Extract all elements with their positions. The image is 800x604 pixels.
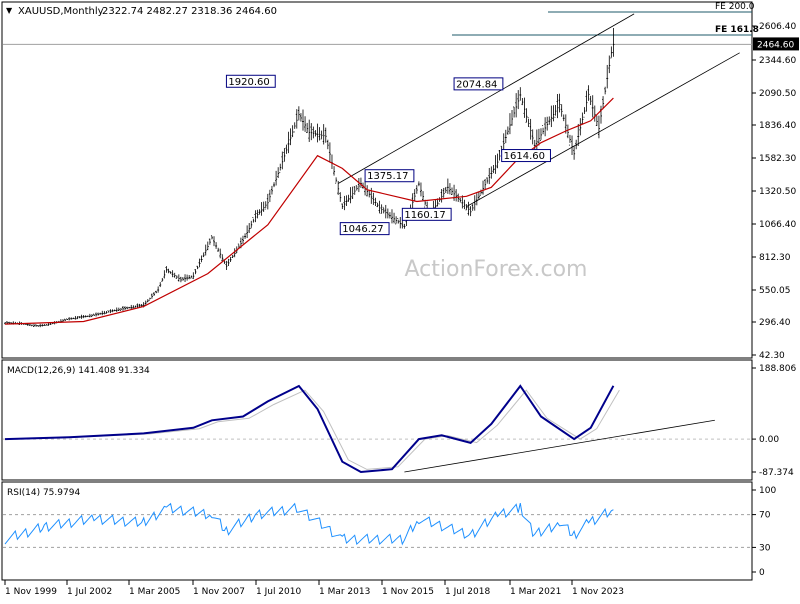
- rsi-y-tick-label: 0: [759, 568, 765, 578]
- macd-trendline: [404, 419, 715, 473]
- main-panel-frame: [1, 1, 753, 359]
- annotation-box: [225, 74, 276, 88]
- y-tick-label: 2090.50: [759, 89, 796, 99]
- x-tick-label: 1 Nov 2007: [193, 587, 245, 597]
- annotation-label: 1046.27: [342, 224, 383, 235]
- y-tick-label: 550.05: [759, 286, 791, 296]
- macd-y-tick-label: 0.00: [759, 435, 779, 445]
- annotation-label: 2074.84: [456, 79, 497, 90]
- y-tick-label: 812.30: [759, 253, 791, 263]
- rsi-y-tick-label: 70: [759, 511, 771, 521]
- x-tick-label: 1 Jul 2010: [256, 587, 301, 597]
- rsi-label: RSI(14) 75.9794: [7, 488, 80, 498]
- x-tick-label: 1 Nov 1999: [5, 587, 57, 597]
- level-lines: [3, 11, 752, 45]
- y-tick-label: 1836.40: [759, 121, 796, 131]
- y-tick-label: 1066.40: [759, 220, 796, 230]
- macd-signal-line: [10, 389, 620, 470]
- rsi-panel-frame: [1, 481, 753, 581]
- y-tick-label: 2344.60: [759, 56, 796, 66]
- annotation-box: [401, 207, 452, 221]
- y-tick-label: 1320.50: [759, 187, 796, 197]
- price-bars: [4, 28, 615, 328]
- fe-200-label: FE 200.0: [715, 2, 755, 12]
- rsi-y-tick-label: 30: [759, 543, 771, 553]
- annotation-label: 1614.60: [504, 151, 545, 162]
- symbol-label: XAUUSD,Monthly: [18, 6, 104, 17]
- macd-y-tick-label: -87.374: [759, 468, 794, 478]
- dropdown-arrow-icon[interactable]: ▼: [6, 6, 13, 15]
- y-tick-label: 296.40: [759, 318, 791, 328]
- channel-line-2: [466, 52, 740, 207]
- moving-average-line: [4, 97, 614, 325]
- rsi-y-tick-label: 100: [759, 486, 776, 496]
- annotation-box: [501, 149, 551, 163]
- macd-main-line: [4, 384, 615, 474]
- x-tick-label: 1 Jul 2018: [445, 587, 490, 597]
- macd-y-tick-label: 188.806: [759, 364, 796, 374]
- rsi-y-axis: 100 70 30 0: [752, 486, 776, 578]
- current-price-value: 2464.60: [757, 40, 794, 50]
- rsi-line: [3, 502, 752, 548]
- macd-lines: [3, 384, 752, 474]
- annotation-box: [364, 169, 415, 183]
- x-tick-label: 1 Nov 2023: [572, 587, 624, 597]
- x-tick-label: 1 Jul 2002: [67, 587, 112, 597]
- macd-label: MACD(12,26,9) 141.408 91.334: [7, 366, 150, 376]
- annotation-label: 1920.60: [228, 77, 269, 88]
- macd-y-axis: 188.806 0.00 -87.374: [752, 364, 796, 478]
- price-annotations: 1920.60 1375.17 1046.27 1160.17 2074.84 1614.…: [225, 74, 551, 236]
- y-tick-label: 2606.40: [759, 22, 796, 32]
- x-tick-label: 1 Mar 2021: [510, 587, 561, 597]
- annotation-label: 1375.17: [367, 171, 408, 182]
- x-tick-label: 1 Mar 2005: [129, 587, 180, 597]
- annotation-label: 1160.17: [404, 210, 445, 221]
- channel-line-1: [337, 13, 635, 184]
- fe-161-label: FE 161.8: [715, 25, 759, 35]
- rsi-main-line: [4, 502, 614, 546]
- macd-panel-frame: [1, 359, 753, 481]
- x-axis: 1 Nov 1999 1 Jul 2002 1 Mar 2005 1 Nov 2007…: [4, 580, 624, 597]
- ohlc-values: 2322.74 2482.27 2318.36 2464.60: [102, 6, 277, 17]
- watermark: ActionForex.com: [405, 257, 588, 282]
- current-price-tag: [753, 37, 799, 51]
- channel-lines: [337, 13, 740, 207]
- annotation-box: [339, 222, 390, 236]
- main-y-axis: 42.30 296.40 550.05 812.30 1066.40 1320.50 158…: [752, 22, 796, 361]
- x-tick-label: 1 Nov 2015: [382, 587, 434, 597]
- annotation-box: [453, 77, 504, 91]
- x-tick-label: 1 Mar 2013: [319, 587, 370, 597]
- y-tick-label: 42.30: [759, 351, 785, 361]
- y-tick-label: 1582.30: [759, 154, 796, 164]
